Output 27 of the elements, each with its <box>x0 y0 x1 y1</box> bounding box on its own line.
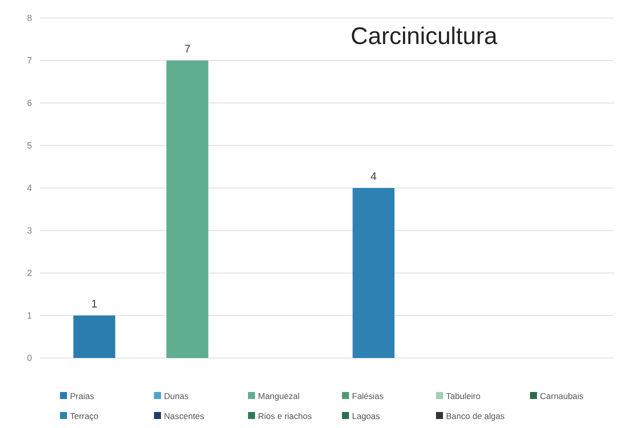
legend-label: Banco de algas <box>446 410 505 421</box>
y-tick-label: 7 <box>26 56 32 66</box>
legend-label: Terraço <box>70 410 99 421</box>
y-tick-label: 0 <box>26 353 32 364</box>
legend-label: Dunas <box>164 390 189 401</box>
y-tick-label: 6 <box>26 98 32 108</box>
y-tick-label: 8 <box>26 13 32 24</box>
bar <box>73 316 116 358</box>
legend-label: Rios e riachos <box>258 410 312 421</box>
legend-label: Manguezal <box>258 390 300 401</box>
legend-label: Falésias <box>352 390 384 401</box>
y-tick-label: 3 <box>26 226 32 236</box>
y-tick-label: 2 <box>26 268 32 278</box>
chart-title: Carcinicultura <box>350 23 498 50</box>
legend-label: Praias <box>70 390 94 401</box>
data-label: 4 <box>370 171 377 183</box>
legend-label: Lagoas <box>352 410 380 421</box>
bar <box>352 188 394 358</box>
data-label: 7 <box>184 44 190 56</box>
bar <box>166 60 208 358</box>
y-tick-label: 4 <box>26 183 32 194</box>
legend-label: Carnaubais <box>540 390 584 401</box>
y-tick-label: 1 <box>26 310 32 321</box>
y-tick-label: 5 <box>26 140 32 151</box>
data-label: 1 <box>91 298 98 310</box>
legend-label: Tabuleiro <box>446 390 481 401</box>
legend-label: Nascentes <box>164 410 204 421</box>
